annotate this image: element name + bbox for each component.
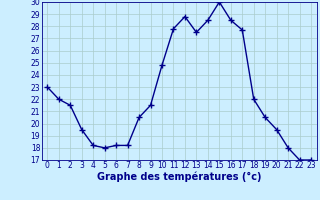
X-axis label: Graphe des températures (°c): Graphe des températures (°c) <box>97 172 261 182</box>
